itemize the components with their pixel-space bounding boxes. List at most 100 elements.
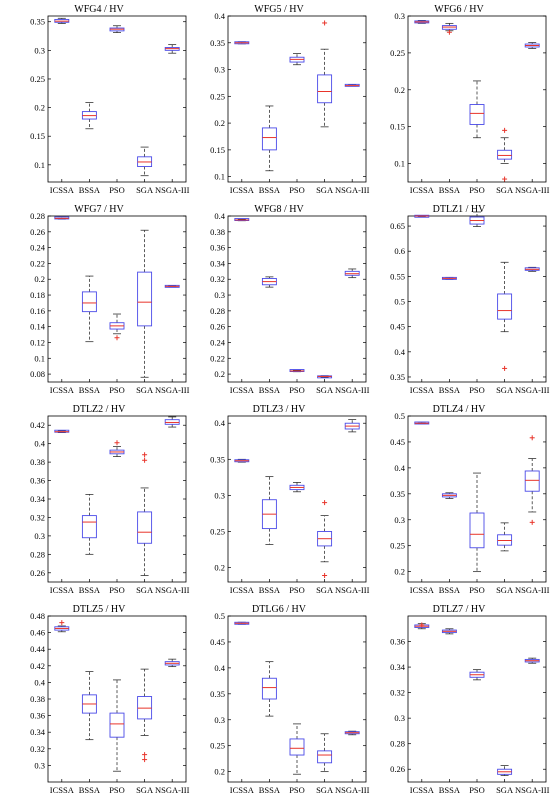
box-icssa [54, 429, 70, 434]
y-tick-label: 0.48 [30, 611, 45, 621]
chart-title: WFG8 / HV [254, 204, 304, 215]
plot-frame [227, 15, 367, 183]
y-tick-label: 0.44 [30, 644, 46, 654]
y-tick-label: 0.08 [30, 369, 45, 379]
box-pso [109, 313, 125, 341]
x-tick-label: ICSSA [50, 585, 75, 595]
iqr-box [289, 738, 305, 756]
x-tick-label: SGA [316, 585, 334, 595]
box-sga [497, 261, 513, 371]
y-tick-label: 0.28 [30, 549, 45, 559]
box-bssa [81, 671, 97, 741]
box-bssa [261, 105, 277, 172]
y-tick-label: 0.1 [214, 172, 225, 182]
x-tick-label: SGA [316, 185, 334, 195]
outlier-point [114, 335, 120, 341]
plot-frame [227, 215, 367, 383]
y-tick-label: 0.12 [30, 337, 45, 347]
y-tick-label: 0.26 [210, 322, 225, 332]
box-icssa [234, 458, 250, 463]
outlier-point [322, 573, 328, 579]
boxplot-panel: DTLZ5 / HV 0.3 0.32 0.34 0.36 0.38 0.4 0.42 0.44… [10, 602, 189, 798]
y-tick-label: 0.3 [34, 45, 45, 55]
y-tick-label: 0.36 [210, 243, 225, 253]
y-tick-label: 0.36 [30, 476, 45, 486]
y-tick-label: 0.3 [214, 715, 225, 725]
y-tick-label: 0.55 [390, 271, 405, 281]
x-tick-label: NSGA-III [335, 185, 370, 195]
boxplot-svg: 0.26 0.28 0.3 0.32 0.34 0.36 0.38 0.4 0.42 ICSSA B… [30, 415, 190, 595]
y-tick-label: 0.15 [30, 131, 45, 141]
y-tick-label: 0.4 [214, 663, 225, 673]
x-tick-label: NSGA-III [335, 385, 370, 395]
box-nsga-iii [164, 416, 180, 428]
y-tick-label: 0.25 [210, 526, 225, 536]
y-tick-label: 0.24 [210, 337, 226, 347]
boxplot-svg: 0.1 0.15 0.2 0.25 0.3 0.35 ICSSA BSSA PSO SGA NSGA… [30, 15, 190, 195]
box-nsga-iii [524, 266, 540, 272]
iqr-box [261, 677, 277, 700]
iqr-box [137, 511, 153, 544]
box-sga [317, 375, 333, 379]
box-bssa [261, 476, 277, 545]
y-tick-label: 0.5 [394, 297, 405, 307]
y-tick-label: 0.26 [390, 764, 405, 774]
boxplot-svg: 0.2 0.22 0.24 0.26 0.28 0.3 0.32 0.34 0.36 0.38 0.… [210, 211, 370, 395]
boxplot-panel: DTLZ1 / HV 0.35 0.4 0.45 0.5 0.55 0.6 0.65 ICSSA… [370, 202, 549, 398]
y-tick-label: 0.35 [210, 454, 225, 464]
y-tick-label: 0.3 [34, 760, 45, 770]
x-tick-label: SGA [496, 785, 514, 795]
y-tick-label: 0.45 [390, 322, 405, 332]
y-tick-label: 0.35 [30, 17, 45, 27]
x-tick-label: ICSSA [410, 585, 435, 595]
y-tick-label: 0.35 [210, 38, 225, 48]
y-tick-label: 0.35 [390, 489, 405, 499]
y-tick-label: 0.5 [214, 611, 225, 621]
box-icssa [54, 17, 70, 24]
y-tick-label: 0.2 [394, 85, 405, 95]
box-bssa [81, 493, 97, 555]
x-tick-label: NSGA-III [335, 585, 370, 595]
x-tick-label: PSO [469, 585, 485, 595]
y-tick-label: 0.2 [214, 118, 225, 128]
y-tick-label: 0.46 [30, 628, 45, 638]
plot-frame [47, 215, 187, 383]
x-tick-label: PSO [469, 185, 485, 195]
x-tick-label: NSGA-III [515, 785, 550, 795]
x-tick-label: BSSA [439, 585, 461, 595]
outlier-point [502, 176, 508, 182]
boxplot-svg: 0.2 0.25 0.3 0.35 0.4 0.45 0.5 ICSSA BSSA PSO SGA N… [390, 411, 549, 595]
x-tick-label: BSSA [259, 785, 281, 795]
y-tick-label: 0.3 [394, 11, 405, 21]
y-tick-label: 0.25 [390, 541, 405, 551]
y-tick-label: 0.38 [30, 694, 45, 704]
y-tick-label: 0.24 [30, 243, 46, 253]
x-tick-label: PSO [289, 385, 305, 395]
boxplot-svg: 0.08 0.1 0.12 0.14 0.16 0.18 0.2 0.22 0.24 0.26 0.… [30, 211, 189, 395]
box-pso [109, 679, 125, 772]
x-tick-label: ICSSA [410, 385, 435, 395]
x-tick-label: ICSSA [50, 785, 75, 795]
y-tick-label: 0.6 [394, 246, 405, 256]
x-tick-label: NSGA-III [515, 185, 550, 195]
y-tick-label: 0.34 [210, 258, 226, 268]
y-tick-label: 0.2 [214, 767, 225, 777]
boxplot-panel: DTLZ4 / HV 0.2 0.25 0.3 0.35 0.4 0.45 0.5 ICSSA B… [370, 402, 549, 598]
boxplot-panel: WFG6 / HV 0.1 0.15 0.2 0.25 0.3 ICSSA BSSA PSO SG… [370, 2, 550, 198]
box-bssa [261, 661, 277, 717]
y-tick-label: 0.1 [394, 159, 405, 169]
outlier-point [502, 365, 508, 371]
chart-title: WFG7 / HV [74, 204, 124, 215]
chart-title: DTLZ2 / HV [72, 404, 126, 415]
box-pso [109, 440, 125, 457]
x-tick-label: SGA [136, 785, 154, 795]
x-tick-label: BSSA [259, 185, 281, 195]
boxplot-panel: DTLZ3 / HV 0.2 0.25 0.3 0.35 0.4 ICSSA BSSA PSO S… [190, 402, 370, 598]
boxplot-panel: WFG4 / HV 0.1 0.15 0.2 0.25 0.3 0.35 ICSSA BSSA P… [10, 2, 190, 198]
box-bssa [441, 22, 457, 35]
box-pso [109, 25, 125, 34]
y-tick-label: 0.2 [34, 103, 45, 113]
x-tick-label: ICSSA [410, 785, 435, 795]
box-sga [317, 733, 333, 773]
